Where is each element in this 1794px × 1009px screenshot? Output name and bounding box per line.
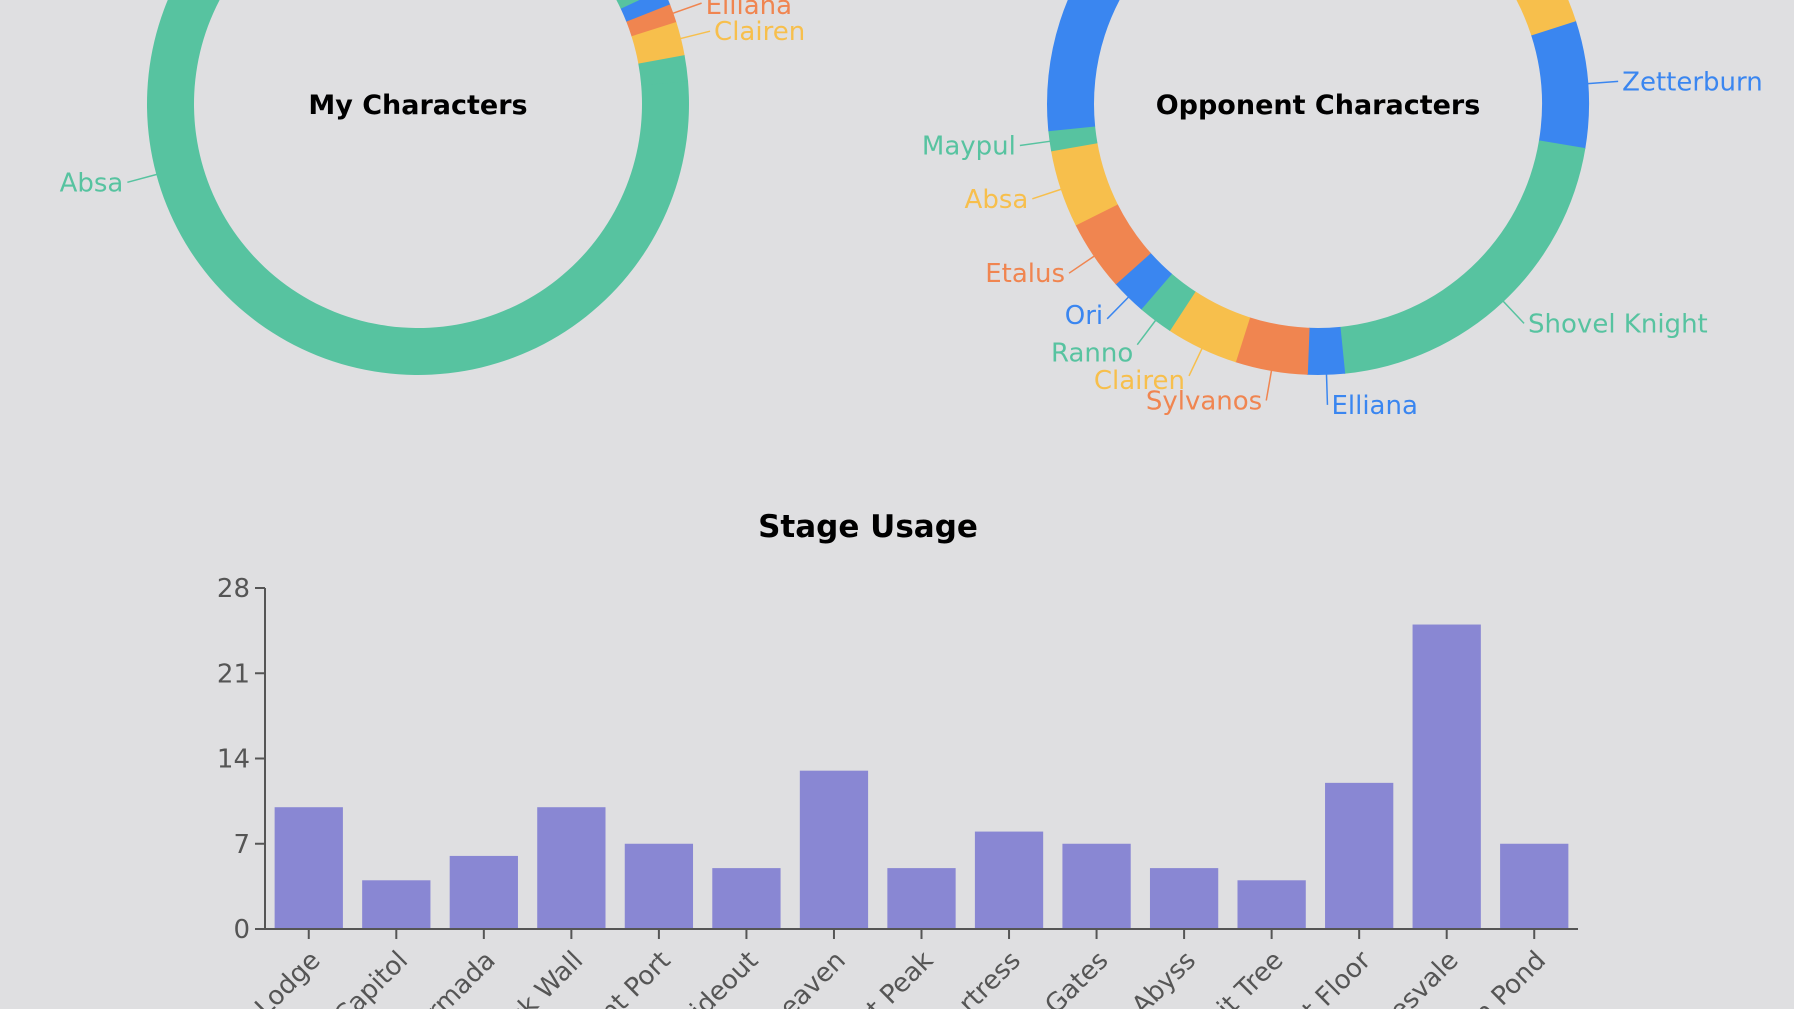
donut-slice-maypul	[1048, 125, 1098, 152]
x-tick-label-eaven: eaven	[774, 946, 852, 1009]
slice-label-clairen: Clairen	[1094, 366, 1185, 396]
bar-t-peak	[887, 868, 956, 929]
donut-slice-sylvanos	[1234, 317, 1310, 375]
slice-label-etalus: Etalus	[985, 259, 1065, 289]
slice-leader-line	[1188, 346, 1204, 377]
donut-slice-unlabeled	[1047, 0, 1120, 132]
y-tick-label: 0	[233, 915, 250, 945]
slice-label-elliana: Elliana	[1331, 391, 1417, 421]
donut-slice-unlabeled	[1516, 0, 1577, 36]
donut-slice-clairen	[631, 22, 685, 65]
donut-slice-etalus	[1075, 203, 1151, 285]
x-tick-label-ck-wall: ck Wall	[503, 946, 589, 1009]
y-tick-label: 14	[217, 745, 250, 775]
x-tick-label-nt-port: nt Port	[594, 946, 676, 1009]
donut-slice-ori	[1115, 252, 1172, 310]
donut-slice-elliana	[1306, 326, 1346, 375]
slice-label-ranno: Ranno	[1051, 339, 1133, 369]
bar-eaven	[799, 770, 869, 929]
bar-nt-port	[624, 843, 694, 929]
bar-capitol	[362, 880, 431, 929]
slice-leader-line	[678, 30, 711, 40]
donut-slice-zetterburn	[1531, 20, 1590, 150]
y-tick-label: 21	[217, 659, 250, 689]
y-tick-label: 7	[233, 830, 250, 860]
slice-leader-line	[1032, 188, 1063, 200]
opponent-characters-donut: Zetterburn Shovel Knight Elliana SylvanosCl…	[922, 0, 1763, 421]
x-tick-label-l-gates: l Gates	[1029, 946, 1115, 1009]
slice-leader-line	[1019, 140, 1052, 147]
slice-leader-line	[127, 173, 159, 184]
x-tick-label-t-peak: t Peak	[861, 946, 939, 1009]
slice-label-maypul: Maypul	[922, 131, 1016, 161]
bar-rmada	[449, 855, 518, 929]
stage-usage-bar-chart: Stage Usage 0 7 14 21 28 Lodge Capitol rmada ck …	[217, 509, 1578, 1009]
x-tick-label-desvale: desvale	[1372, 946, 1464, 1009]
slice-label-zetterburn: Zetterburn	[1622, 67, 1763, 97]
bar-ideout	[712, 868, 781, 929]
donut-slice-ranno	[1140, 273, 1196, 331]
donut-slice-clairen	[1169, 291, 1251, 363]
slice-label-ori: Ori	[1065, 301, 1103, 331]
donut-slice-absa	[1051, 142, 1118, 226]
my-characters-donut: AbsaKraggEllianaClairen My Characters	[60, 0, 805, 376]
slice-leader-line	[1325, 372, 1329, 405]
bar-t-floor	[1325, 782, 1394, 929]
slice-label-elliana: Elliana	[706, 0, 792, 21]
slice-leader-line	[1501, 299, 1525, 324]
donut-slice-elliana	[626, 4, 677, 38]
bar-desvale	[1412, 624, 1481, 929]
slice-label-absa: Absa	[60, 168, 124, 198]
stage-usage-title: Stage Usage	[758, 509, 978, 545]
x-tick-label-t-floor: t Floor	[1297, 945, 1377, 1009]
x-tick-label-rmada: rmada	[421, 946, 502, 1009]
bar-rtress	[974, 831, 1044, 929]
x-tick-label-ideout: ideout	[685, 946, 764, 1009]
bar-ck-wall	[537, 807, 606, 929]
slice-label-clairen: Clairen	[714, 17, 805, 47]
x-tick-label-n-pond: n Pond	[1468, 946, 1552, 1009]
donut-slice-kragg	[620, 0, 671, 23]
donut-slice-shovel-knight	[1339, 140, 1586, 374]
slice-leader-line	[1068, 254, 1096, 274]
slice-leader-line	[1136, 318, 1158, 346]
slice-leader-line	[1106, 295, 1131, 320]
opponent-characters-title: Opponent Characters	[1156, 90, 1481, 121]
x-tick-label-abyss: Abyss	[1126, 946, 1202, 1009]
y-tick-label: 28	[217, 574, 250, 604]
slice-label-sylvanos: Sylvanos	[1146, 387, 1262, 417]
bar-it-tree	[1237, 880, 1306, 929]
donut-slice-absa	[147, 0, 689, 376]
slice-leader-line	[1586, 80, 1619, 85]
my-characters-title: My Characters	[308, 90, 527, 121]
x-tick-label-it-tree: it Tree	[1212, 946, 1290, 1009]
bar-n-pond	[1500, 843, 1569, 929]
x-tick-label-rtress: rtress	[953, 946, 1027, 1009]
bar-abyss	[1149, 868, 1219, 929]
bar-l-gates	[1062, 843, 1131, 929]
bar-lodge	[274, 807, 343, 929]
slice-leader-line	[671, 2, 702, 15]
slice-label-shovel-knight: Shovel Knight	[1528, 309, 1708, 339]
slice-label-absa: Absa	[965, 185, 1029, 215]
x-tick-label-capitol: Capitol	[328, 946, 414, 1009]
donut-slice-unlabeled	[638, 55, 689, 86]
slice-leader-line	[1265, 368, 1273, 401]
x-tick-label-lodge: Lodge	[250, 946, 327, 1009]
